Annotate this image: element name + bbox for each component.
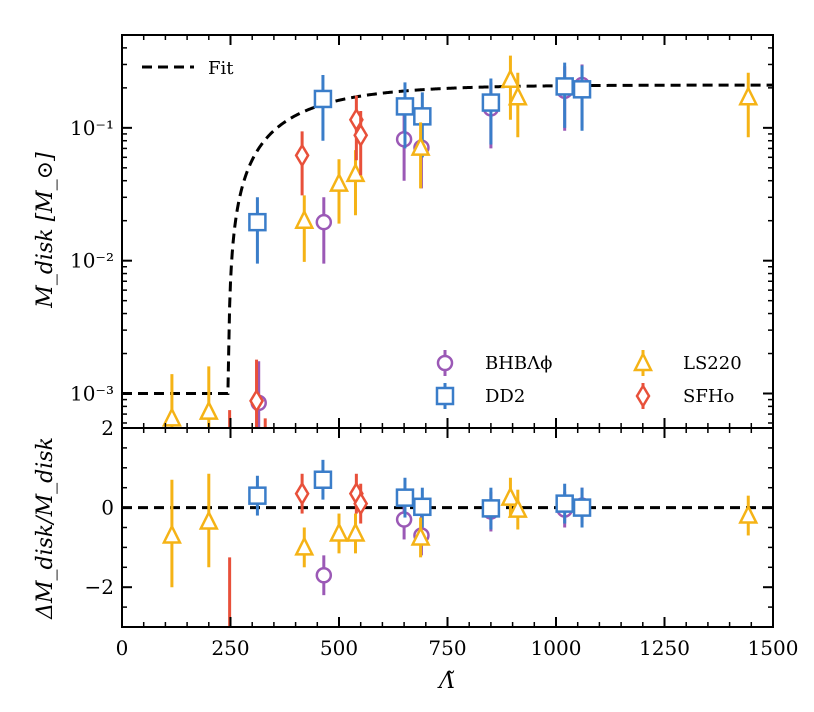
- x-tick-label: 1000: [531, 636, 582, 660]
- point-bottom-diamond: [294, 481, 310, 507]
- point-bottom-triangle: [161, 523, 182, 544]
- point-top-diamond: [294, 142, 310, 168]
- legend-marker-diamond: [635, 383, 651, 409]
- x-tick-label: 0: [116, 636, 129, 660]
- point-top-triangle: [738, 85, 759, 106]
- legend-label: SFHo: [683, 386, 734, 407]
- point-top-triangle: [507, 85, 528, 106]
- top-plot-area: [122, 55, 773, 428]
- y-tick-label-bottom: −2: [85, 575, 114, 599]
- legend-label: BHBΛϕ: [485, 353, 552, 374]
- point-bottom-square: [481, 499, 501, 518]
- legend-label: DD2: [485, 386, 525, 407]
- point-bottom-circle: [315, 567, 333, 584]
- bottom-plot-area: [122, 459, 773, 627]
- x-tick-label: 500: [320, 636, 358, 660]
- series-bottom-SFHo: [228, 473, 369, 627]
- point-top-triangle: [328, 171, 350, 192]
- point-top-square: [572, 80, 592, 99]
- point-bottom-square: [248, 486, 267, 505]
- y-tick-label-top: 10⁻³: [70, 382, 114, 406]
- y-tick-label-bottom: 2: [101, 416, 114, 440]
- bottom-panel: −2 0 2: [85, 416, 774, 628]
- series-bottom-DD2: [248, 459, 592, 530]
- x-axis: 0 250 500 750 1000 1250 1500: [116, 35, 799, 660]
- point-top-triangle: [161, 406, 182, 427]
- point-top-square: [413, 107, 432, 126]
- legend-label: LS220: [683, 353, 742, 374]
- point-top-triangle: [294, 208, 315, 229]
- point-bottom-square: [413, 497, 432, 517]
- legend-marker-square: [435, 386, 455, 406]
- y-tick-label-top: 10⁻¹: [70, 116, 114, 140]
- x-axis-title: Λ̃: [437, 669, 455, 694]
- point-bottom-triangle: [507, 497, 528, 518]
- legend-marker-circle: [436, 354, 454, 372]
- point-top-square: [313, 89, 333, 109]
- point-bottom-square: [313, 470, 333, 489]
- point-top-square: [395, 97, 415, 116]
- point-top-triangle: [410, 135, 431, 156]
- legend-marker-triangle: [632, 351, 654, 372]
- bottom-frame: [121, 427, 774, 628]
- point-bottom-triangle: [294, 535, 315, 556]
- series-bottom-LS220: [161, 473, 759, 588]
- point-top-diamond: [249, 388, 264, 414]
- legend-fit: Fit: [142, 58, 234, 79]
- point-top-triangle: [500, 68, 521, 89]
- y-tick-label-bottom: 0: [101, 496, 114, 520]
- fit-curve: [122, 83, 773, 396]
- point-top-square: [248, 212, 267, 232]
- series-top-SFHo: [228, 95, 369, 428]
- point-top-square: [481, 93, 501, 112]
- point-top-diamond: [353, 122, 369, 148]
- point-bottom-square: [572, 498, 592, 517]
- point-bottom-triangle: [738, 503, 759, 524]
- x-tick-label: 250: [211, 636, 249, 660]
- point-top-triangle: [198, 399, 219, 420]
- x-tick-label: 1250: [639, 636, 690, 660]
- y-tick-label-top: 10⁻²: [70, 249, 114, 273]
- x-tick-label: 1500: [748, 636, 799, 660]
- point-bottom-square: [395, 488, 415, 507]
- point-top-circle: [315, 213, 333, 231]
- point-top-square: [555, 77, 574, 96]
- y-axis-title-top: M_disk [M_⊙]: [33, 152, 58, 309]
- y-axis-title-bottom: ΔM_disk/M_disk: [33, 437, 58, 620]
- point-bottom-triangle: [500, 485, 521, 506]
- point-bottom-triangle: [198, 509, 219, 530]
- point-bottom-diamond: [353, 491, 369, 517]
- point-bottom-triangle: [328, 521, 350, 542]
- top-panel: 10⁻³ 10⁻² 10⁻¹ Fit BHBΛϕ LS220 DD2 SFHo: [70, 34, 774, 429]
- point-bottom-triangle: [345, 521, 366, 542]
- point-bottom-triangle: [410, 525, 431, 546]
- legend-series: BHBΛϕ LS220 DD2 SFHo: [435, 350, 742, 409]
- point-bottom-square: [555, 494, 574, 513]
- x-tick-label: 750: [428, 636, 466, 660]
- series-top-LS220: [161, 55, 759, 428]
- legend-fit-label: Fit: [208, 58, 234, 79]
